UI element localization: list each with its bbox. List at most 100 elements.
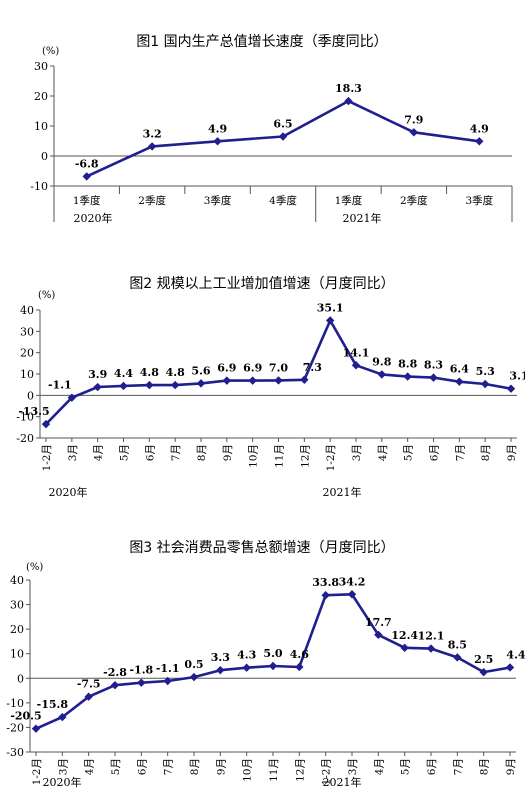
series — [82, 96, 484, 181]
x-tick-label: 10月 — [248, 444, 260, 468]
data-point — [82, 172, 91, 181]
data-label: -1.1 — [48, 379, 72, 392]
x-tick-label: 11月 — [274, 444, 286, 468]
x-tick-label: 4月 — [84, 758, 96, 775]
chart-title: 图1 国内生产总值增长速度（季度同比） — [136, 34, 387, 50]
data-point — [321, 591, 330, 600]
y-tick-label: 40 — [20, 304, 34, 317]
data-label: 4.8 — [140, 366, 159, 379]
y-tick-label: -10 — [30, 180, 48, 193]
chart-retail-sales: 图3 社会消费品零售总额增速（月度同比） (%) 403020100-10-20… — [6, 540, 525, 789]
x-tick-label: 4月 — [93, 444, 105, 461]
data-labels: -13.5 -1.1 3.9 4.4 4.8 4.8 5.6 6.9 6.9 7.0 7.3 35.1… — [18, 301, 525, 418]
data-label: 18.3 — [335, 82, 362, 95]
data-point — [242, 663, 251, 672]
x-tick-label: 9月 — [222, 444, 234, 461]
data-label: 4.6 — [290, 648, 309, 661]
data-label: 6.9 — [217, 362, 236, 375]
data-label: 8.5 — [448, 638, 467, 651]
data-label: 4.4 — [506, 648, 525, 661]
x-tick-label: 5月 — [110, 758, 122, 775]
data-label: 8.8 — [398, 358, 417, 371]
data-label: 6.4 — [450, 363, 469, 376]
data-label: 0.5 — [184, 658, 203, 671]
x-tick-label: 3季度 — [465, 194, 493, 207]
series — [41, 316, 516, 429]
chart-gdp-growth: 图1 国内生产总值增长速度（季度同比） (%) 30 20 10 0 -10 1季度 2季… — [30, 34, 513, 225]
data-point — [189, 672, 199, 682]
x-tick-labels: 1季度 2季度 3季度 4季度 1季度 2季度 3季度 — [73, 194, 494, 207]
x-tick-label: 1季度 — [73, 194, 101, 207]
y-tick-label: -30 — [6, 746, 24, 759]
x-tick-label: 6月 — [429, 444, 441, 461]
data-label: 5.0 — [263, 647, 282, 660]
x-tick-label: 9月 — [215, 758, 227, 775]
data-point — [475, 137, 484, 146]
unit-label: (%) — [42, 46, 59, 57]
data-label: -1.8 — [129, 664, 153, 677]
data-label: 7.9 — [404, 113, 423, 126]
x-tick-label: 1-2月 — [321, 758, 333, 785]
data-label: 4.3 — [237, 649, 256, 662]
chart-title: 图2 规模以上工业增加值增速（月度同比） — [129, 276, 394, 292]
x-tick-label: 7月 — [163, 758, 175, 775]
data-point — [119, 381, 128, 391]
axes — [26, 579, 516, 756]
x-tick-label: 8月 — [196, 444, 208, 461]
data-point — [268, 661, 278, 671]
data-label: 12.4 — [391, 629, 418, 642]
year-labels: 2020年 2021年 — [74, 211, 382, 225]
series-line — [35, 592, 511, 730]
data-label: 14.1 — [343, 346, 370, 359]
data-label: 5.6 — [191, 364, 210, 377]
x-tick-label: 4月 — [373, 758, 385, 775]
data-point — [274, 376, 283, 385]
x-tick-label: 4季度 — [269, 194, 297, 207]
x-tick-label: 5月 — [400, 758, 412, 775]
data-labels: -20.5-15.8 -7.5-2.8 -1.8 -1.1 0.5 3.3 4.3 5.0 4.… — [10, 575, 525, 722]
data-label: -7.5 — [77, 678, 101, 691]
data-label: 17.7 — [365, 616, 392, 629]
y-tick-label: -10 — [6, 697, 24, 710]
data-point — [170, 380, 180, 390]
y-tick-label: 0 — [27, 389, 34, 402]
data-label: 6.9 — [243, 362, 262, 375]
data-label: 8.3 — [424, 359, 443, 372]
x-tick-labels: 1-2月 3月 4月 5月 6月 7月 8月 9月 10月 11月 12月 1-2月 3月 4月 5月 6月 7… — [41, 444, 518, 471]
year-label: 2021年 — [323, 775, 362, 789]
x-tick-label: 1-2月 — [325, 444, 337, 471]
data-label: -6.8 — [75, 157, 99, 170]
data-point — [31, 724, 41, 733]
data-point — [300, 375, 309, 384]
year-label: 2020年 — [74, 211, 113, 225]
data-label: 34.2 — [339, 575, 366, 588]
x-tick-label: 3月 — [347, 758, 359, 775]
y-tick-labels: 30 20 10 0 -10 — [30, 60, 48, 193]
data-point — [426, 644, 436, 653]
y-tick-label: 20 — [20, 347, 34, 360]
data-point — [110, 680, 120, 690]
year-label: 2021年 — [343, 211, 382, 225]
axes — [36, 309, 517, 442]
x-tick-label: 9月 — [505, 758, 517, 775]
data-label: 9.8 — [372, 355, 391, 368]
y-tick-label: 10 — [20, 368, 34, 381]
y-tick-label: -10 — [16, 411, 34, 424]
y-tick-label: 10 — [34, 120, 48, 133]
x-tick-label: 3月 — [351, 444, 363, 461]
unit-label: (%) — [38, 290, 55, 301]
data-point — [93, 382, 102, 392]
data-point — [216, 665, 225, 675]
x-tick-label: 5月 — [403, 444, 415, 461]
chart-title: 图3 社会消费品零售总额增速（月度同比） — [129, 540, 394, 556]
y-tick-labels: 40 30 20 10 0 -10 -20 — [16, 304, 34, 445]
y-tick-labels: 40 30 20 10 0 -10 -20 -30 — [6, 574, 24, 759]
x-tick-label: 3季度 — [204, 194, 232, 207]
x-tick-label: 7月 — [170, 444, 182, 461]
data-point — [505, 663, 515, 672]
data-point — [351, 361, 361, 370]
data-label: 5.3 — [476, 365, 495, 378]
data-point — [213, 137, 222, 146]
data-label: 3.2 — [143, 127, 162, 140]
unit-label: (%) — [26, 562, 43, 573]
